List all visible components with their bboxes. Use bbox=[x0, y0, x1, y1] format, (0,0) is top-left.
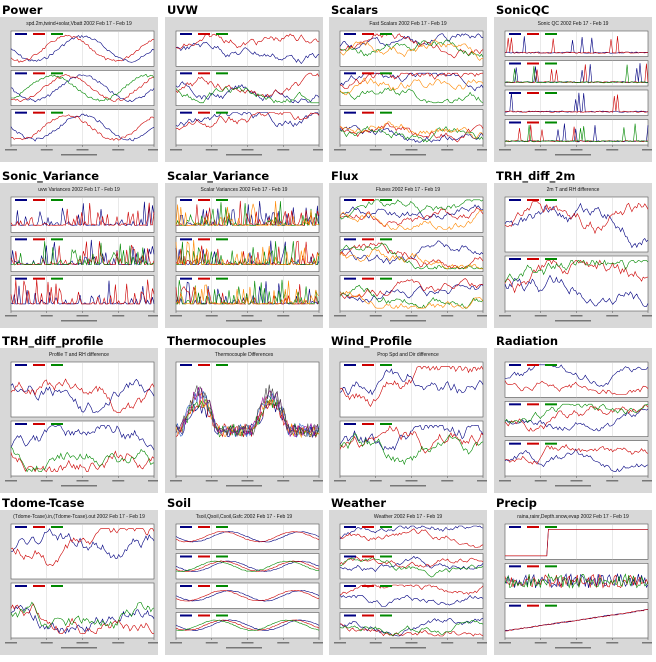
plot-image[interactable]: (Tdome-Tcase).in,(Tdome-Tcase).out 2002 … bbox=[0, 510, 158, 655]
plot-thumbnail-scalars[interactable]: Scalars Fast Scalars 2002 Feb 17 - Feb 19 bbox=[329, 2, 487, 164]
plot-link-title[interactable]: TRH_diff_profile bbox=[2, 334, 104, 348]
plot-link-title[interactable]: Power bbox=[2, 3, 43, 17]
plot-thumbnail-sonicqc[interactable]: SonicQC Sonic QC 2002 Feb 17 - Feb 19 bbox=[494, 2, 652, 164]
plot-image[interactable]: Weather 2002 Feb 17 - Feb 19 bbox=[329, 510, 487, 655]
plot-link-title[interactable]: SonicQC bbox=[496, 3, 550, 17]
plot-image[interactable]: Prop Spd and Dir difference bbox=[329, 348, 487, 493]
plot-thumbnail-thermocouples[interactable]: Thermocouples Thermocouple Differences bbox=[165, 333, 323, 495]
plot-thumbnail-uvw[interactable]: UVW bbox=[165, 2, 323, 164]
plot-link-title[interactable]: Precip bbox=[496, 496, 537, 510]
plot-image[interactable]: Thermocouple Differences bbox=[165, 348, 323, 493]
plot-link-title[interactable]: Weather bbox=[331, 496, 386, 510]
plot-title: Sonic QC 2002 Feb 17 - Feb 19 bbox=[538, 21, 609, 27]
plot-link-title[interactable]: Flux bbox=[331, 169, 359, 183]
plot-link-title[interactable]: Scalars bbox=[331, 3, 379, 17]
plot-title: spd.2m,twind+solar,Vbatt 2002 Feb 17 - F… bbox=[26, 21, 132, 27]
plot-title: Scalar Variances 2002 Feb 17 - Feb 19 bbox=[201, 187, 288, 193]
plot-image[interactable]: spd.2m,twind+solar,Vbatt 2002 Feb 17 - F… bbox=[0, 17, 158, 162]
plot-link-title[interactable]: Radiation bbox=[496, 334, 559, 348]
plot-title: Prop Spd and Dir difference bbox=[377, 352, 439, 358]
plot-link-title[interactable]: Sonic_Variance bbox=[2, 169, 100, 183]
plot-image[interactable]: Scalar Variances 2002 Feb 17 - Feb 19 bbox=[165, 183, 323, 328]
plot-thumbnail-wind-profile[interactable]: Wind_Profile Prop Spd and Dir difference bbox=[329, 333, 487, 495]
plot-title: uvw Variances 2002 Feb 17 - Feb 19 bbox=[38, 187, 120, 193]
plot-image[interactable]: raina,rainr,Depth.snow,evap 2002 Feb 17 … bbox=[494, 510, 652, 655]
plot-image[interactable]: Tsoil,Qsoil,Csoil,Gsfc 2002 Feb 17 - Feb… bbox=[165, 510, 323, 655]
plot-image[interactable]: Sonic QC 2002 Feb 17 - Feb 19 bbox=[494, 17, 652, 162]
plot-link-title[interactable]: UVW bbox=[167, 3, 198, 17]
plot-link-title[interactable]: Thermocouples bbox=[167, 334, 267, 348]
plot-image[interactable] bbox=[165, 17, 323, 162]
plot-image[interactable]: uvw Variances 2002 Feb 17 - Feb 19 bbox=[0, 183, 158, 328]
plot-thumbnail-trh-diff-profile[interactable]: TRH_diff_profile Profile T and RH differe… bbox=[0, 333, 158, 495]
plot-thumbnail-tdome-tcase[interactable]: Tdome-Tcase (Tdome-Tcase).in,(Tdome-Tcase… bbox=[0, 495, 158, 657]
plot-title: (Tdome-Tcase).in,(Tdome-Tcase).out 2002 … bbox=[13, 514, 145, 520]
plot-thumbnail-power[interactable]: Power spd.2m,twind+solar,Vbatt 2002 Feb 1… bbox=[0, 2, 158, 164]
plot-thumbnail-flux[interactable]: Flux Fluxes 2002 Feb 17 - Feb 19 bbox=[329, 168, 487, 330]
plot-thumbnail-scalar-variance[interactable]: Scalar_Variance Scalar Variances 2002 Feb… bbox=[165, 168, 323, 330]
plot-thumbnail-weather[interactable]: Weather Weather 2002 Feb 17 - Feb 19 bbox=[329, 495, 487, 657]
plot-image[interactable]: Profile T and RH difference bbox=[0, 348, 158, 493]
plot-image[interactable]: Fast Scalars 2002 Feb 17 - Feb 19 bbox=[329, 17, 487, 162]
plot-thumbnail-trh-diff-2m[interactable]: TRH_diff_2m 2m T and RH difference bbox=[494, 168, 652, 330]
plot-title: Fluxes 2002 Feb 17 - Feb 19 bbox=[376, 187, 440, 193]
plot-image[interactable]: 2m T and RH difference bbox=[494, 183, 652, 328]
plot-title: Tsoil,Qsoil,Csoil,Gsfc 2002 Feb 17 - Feb… bbox=[196, 514, 293, 520]
plot-link-title[interactable]: Tdome-Tcase bbox=[2, 496, 85, 510]
plot-title: raina,rainr,Depth.snow,evap 2002 Feb 17 … bbox=[517, 514, 629, 520]
plot-title: Thermocouple Differences bbox=[215, 352, 274, 358]
plot-title: Profile T and RH difference bbox=[49, 352, 109, 358]
plot-thumbnail-radiation[interactable]: Radiation bbox=[494, 333, 652, 495]
plot-image[interactable]: Fluxes 2002 Feb 17 - Feb 19 bbox=[329, 183, 487, 328]
plot-image[interactable] bbox=[494, 348, 652, 493]
plot-thumbnail-precip[interactable]: Precip raina,rainr,Depth.snow,evap 2002 F… bbox=[494, 495, 652, 657]
plot-title: Weather 2002 Feb 17 - Feb 19 bbox=[374, 514, 443, 520]
plot-link-title[interactable]: Scalar_Variance bbox=[167, 169, 270, 183]
plot-thumbnail-soil[interactable]: Soil Tsoil,Qsoil,Csoil,Gsfc 2002 Feb 17 -… bbox=[165, 495, 323, 657]
plot-title: 2m T and RH difference bbox=[547, 187, 600, 193]
plot-link-title[interactable]: TRH_diff_2m bbox=[496, 169, 576, 183]
plot-link-title[interactable]: Soil bbox=[167, 496, 192, 510]
plot-title: Fast Scalars 2002 Feb 17 - Feb 19 bbox=[369, 21, 446, 27]
plot-link-title[interactable]: Wind_Profile bbox=[331, 334, 413, 348]
